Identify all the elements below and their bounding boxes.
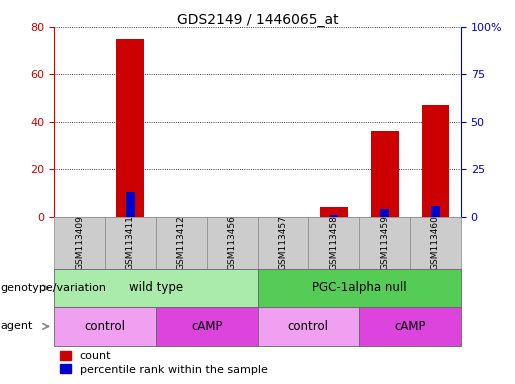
Text: GSM113459: GSM113459 [380, 215, 389, 270]
Text: GDS2149 / 1446065_at: GDS2149 / 1446065_at [177, 13, 338, 27]
FancyBboxPatch shape [308, 217, 359, 269]
Text: GSM113456: GSM113456 [228, 215, 236, 270]
Text: GSM113457: GSM113457 [279, 215, 287, 270]
FancyBboxPatch shape [54, 217, 105, 269]
FancyBboxPatch shape [54, 307, 156, 346]
Legend: count, percentile rank within the sample: count, percentile rank within the sample [60, 351, 267, 375]
FancyBboxPatch shape [258, 307, 359, 346]
Bar [126, 192, 134, 217]
FancyBboxPatch shape [54, 269, 258, 307]
Bar [330, 215, 338, 217]
Bar [431, 205, 440, 217]
Text: cAMP: cAMP [191, 320, 222, 333]
FancyBboxPatch shape [359, 217, 410, 269]
Bar [381, 209, 389, 217]
FancyBboxPatch shape [156, 307, 258, 346]
FancyBboxPatch shape [410, 217, 461, 269]
Text: wild type: wild type [129, 281, 183, 295]
FancyBboxPatch shape [258, 269, 461, 307]
Bar [116, 39, 144, 217]
Bar [371, 131, 399, 217]
FancyBboxPatch shape [258, 217, 308, 269]
Bar [320, 207, 348, 217]
FancyBboxPatch shape [359, 307, 461, 346]
Text: cAMP: cAMP [394, 320, 426, 333]
Bar [421, 105, 450, 217]
Text: GSM113460: GSM113460 [431, 215, 440, 270]
Text: GSM113458: GSM113458 [329, 215, 338, 270]
FancyBboxPatch shape [156, 217, 207, 269]
Text: genotype/variation: genotype/variation [0, 283, 106, 293]
Text: PGC-1alpha null: PGC-1alpha null [312, 281, 406, 295]
Text: control: control [84, 320, 126, 333]
FancyBboxPatch shape [105, 217, 156, 269]
Text: control: control [288, 320, 329, 333]
Text: agent: agent [0, 321, 32, 331]
Text: GSM113409: GSM113409 [75, 215, 84, 270]
Text: GSM113411: GSM113411 [126, 215, 135, 270]
FancyBboxPatch shape [207, 217, 258, 269]
Text: GSM113412: GSM113412 [177, 215, 186, 270]
